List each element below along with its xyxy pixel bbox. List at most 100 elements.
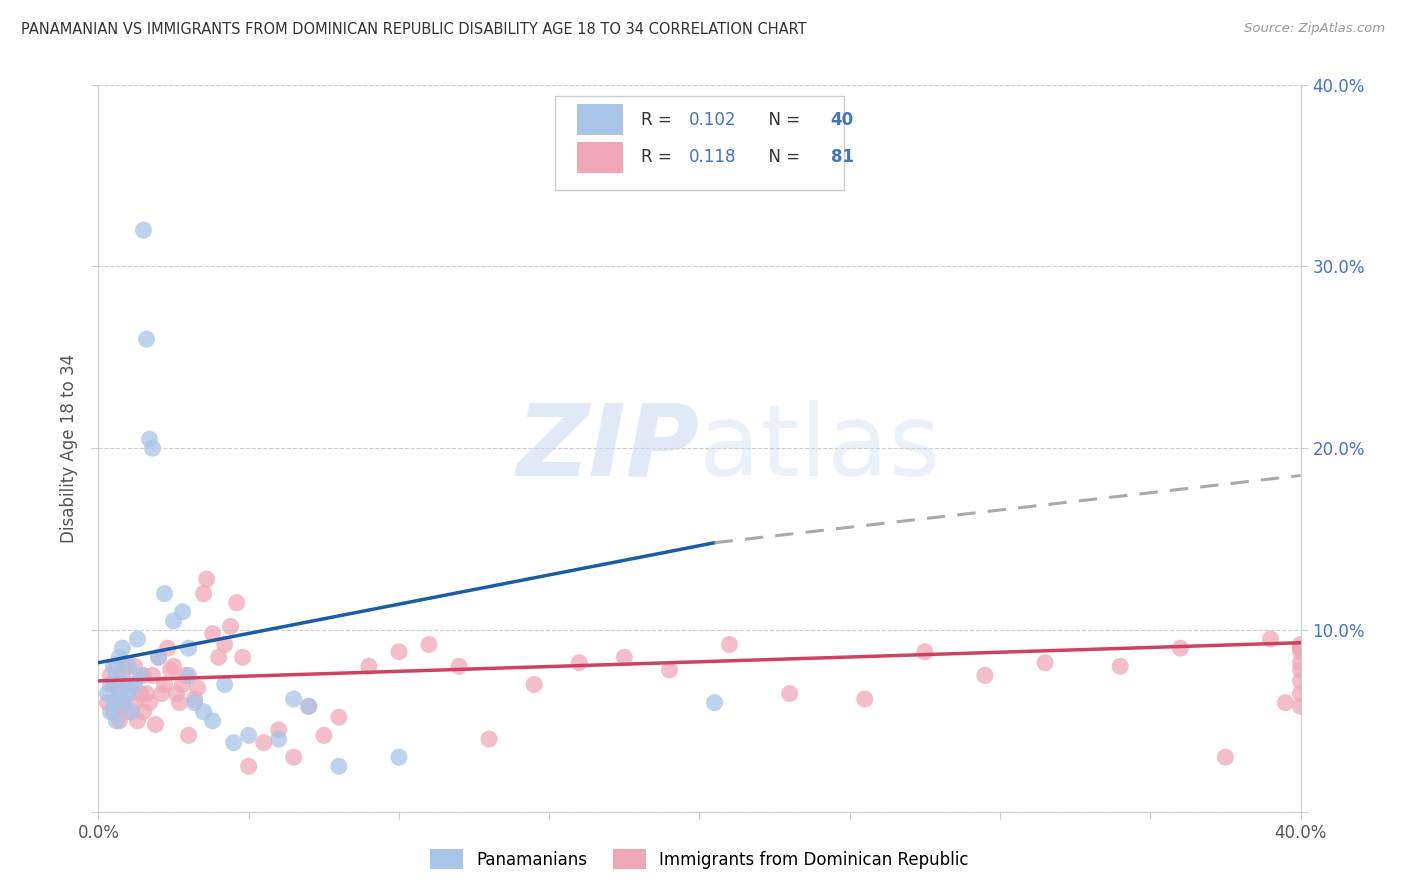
Point bbox=[328, 710, 350, 724]
Point bbox=[201, 626, 224, 640]
Point bbox=[568, 656, 591, 670]
Text: R =: R = bbox=[641, 111, 676, 128]
Text: 81: 81 bbox=[831, 148, 853, 167]
Point bbox=[129, 687, 152, 701]
Point bbox=[103, 696, 125, 710]
Point bbox=[108, 687, 131, 701]
Point bbox=[523, 677, 546, 691]
Point bbox=[124, 677, 146, 691]
Legend: Panamanians, Immigrants from Dominican Republic: Panamanians, Immigrants from Dominican R… bbox=[423, 842, 976, 876]
Point bbox=[148, 650, 170, 665]
Point bbox=[418, 638, 440, 652]
Point bbox=[447, 659, 470, 673]
Point bbox=[1289, 687, 1312, 701]
Point bbox=[124, 659, 146, 673]
Point bbox=[127, 632, 149, 646]
Point bbox=[156, 641, 179, 656]
Point bbox=[129, 668, 152, 682]
Point bbox=[1109, 659, 1132, 673]
Point bbox=[111, 699, 134, 714]
Point bbox=[478, 731, 501, 746]
Point bbox=[357, 659, 380, 673]
Point bbox=[124, 696, 146, 710]
Point bbox=[974, 668, 997, 682]
Point bbox=[183, 692, 205, 706]
Point bbox=[222, 736, 245, 750]
Point bbox=[103, 659, 125, 673]
Point bbox=[153, 677, 176, 691]
Point bbox=[105, 714, 128, 728]
Point bbox=[108, 650, 131, 665]
Point bbox=[253, 736, 276, 750]
Point bbox=[388, 750, 411, 764]
Point bbox=[172, 605, 194, 619]
Point bbox=[187, 681, 209, 695]
Point bbox=[150, 687, 173, 701]
Point bbox=[141, 442, 163, 455]
Point bbox=[703, 696, 725, 710]
Point bbox=[145, 717, 167, 731]
Point bbox=[177, 641, 200, 656]
Point bbox=[1289, 641, 1312, 656]
Point bbox=[388, 645, 411, 659]
Point bbox=[193, 705, 215, 719]
Point bbox=[141, 668, 163, 682]
Text: 40: 40 bbox=[831, 111, 853, 128]
Point bbox=[1289, 699, 1312, 714]
Point bbox=[117, 705, 139, 719]
Point bbox=[1033, 656, 1056, 670]
Point bbox=[914, 645, 936, 659]
Point bbox=[177, 668, 200, 682]
Point bbox=[114, 659, 136, 673]
Point bbox=[298, 699, 321, 714]
Point bbox=[111, 696, 134, 710]
Point bbox=[108, 681, 131, 695]
Text: ZIP: ZIP bbox=[516, 400, 700, 497]
Point bbox=[1289, 645, 1312, 659]
Point bbox=[162, 614, 184, 628]
Point bbox=[100, 668, 122, 682]
Point bbox=[1274, 696, 1296, 710]
Point bbox=[214, 638, 236, 652]
Point bbox=[267, 723, 290, 737]
Point bbox=[135, 687, 157, 701]
Point bbox=[1215, 750, 1237, 764]
Point bbox=[283, 692, 305, 706]
Text: 0.102: 0.102 bbox=[689, 111, 737, 128]
Point bbox=[111, 668, 134, 682]
Point bbox=[328, 759, 350, 773]
Point bbox=[613, 650, 636, 665]
Bar bbox=[576, 104, 623, 135]
Point bbox=[238, 759, 260, 773]
Point bbox=[111, 641, 134, 656]
Point bbox=[1260, 632, 1282, 646]
Point bbox=[117, 687, 139, 701]
Point bbox=[177, 728, 200, 742]
Point bbox=[1289, 663, 1312, 677]
Point bbox=[208, 650, 231, 665]
Point bbox=[100, 677, 122, 691]
Point bbox=[219, 619, 242, 633]
Point bbox=[1289, 656, 1312, 670]
Point bbox=[105, 696, 128, 710]
Point bbox=[298, 699, 321, 714]
Point bbox=[132, 223, 155, 237]
Point bbox=[108, 714, 131, 728]
Text: Source: ZipAtlas.com: Source: ZipAtlas.com bbox=[1244, 22, 1385, 36]
Point bbox=[117, 659, 139, 673]
Text: 0.118: 0.118 bbox=[689, 148, 737, 167]
Text: PANAMANIAN VS IMMIGRANTS FROM DOMINICAN REPUBLIC DISABILITY AGE 18 TO 34 CORRELA: PANAMANIAN VS IMMIGRANTS FROM DOMINICAN … bbox=[21, 22, 807, 37]
Point bbox=[214, 677, 236, 691]
Point bbox=[312, 728, 335, 742]
Point bbox=[117, 687, 139, 701]
Text: N =: N = bbox=[758, 148, 806, 167]
Point bbox=[225, 596, 247, 610]
Point bbox=[135, 332, 157, 346]
Point bbox=[166, 687, 188, 701]
Point bbox=[779, 687, 801, 701]
Point bbox=[121, 677, 143, 691]
Point bbox=[283, 750, 305, 764]
Point bbox=[718, 638, 741, 652]
Point bbox=[148, 650, 170, 665]
Point bbox=[121, 705, 143, 719]
